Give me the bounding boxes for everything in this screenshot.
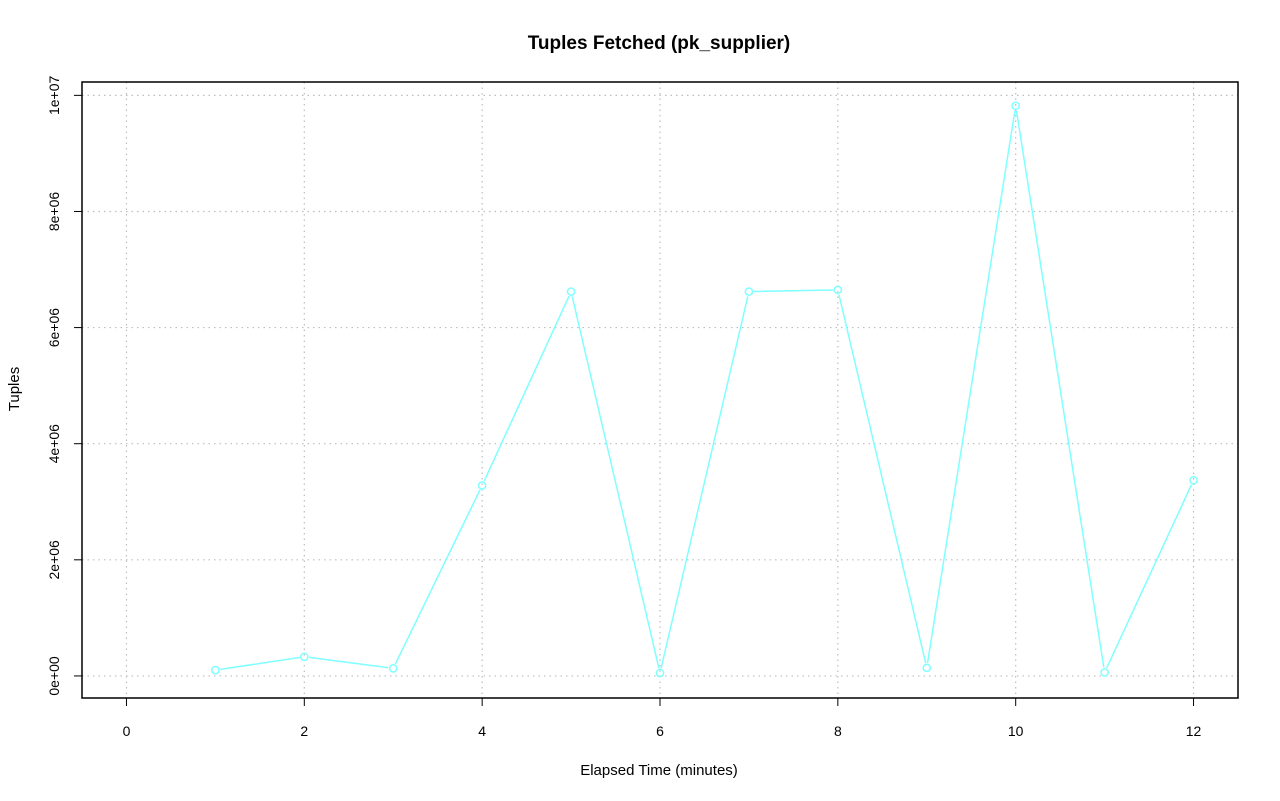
data-point — [388, 664, 398, 673]
series-line-segment — [926, 110, 1016, 663]
x-tick-label: 4 — [478, 723, 486, 739]
series-line-segment — [753, 289, 833, 293]
data-point — [1189, 475, 1198, 485]
series-line-segment — [1015, 110, 1105, 668]
data-point — [566, 287, 576, 296]
data-point — [655, 668, 665, 678]
data-point — [833, 285, 843, 295]
data-point — [1100, 668, 1109, 677]
series-line-segment — [660, 296, 749, 669]
y-axis: 0e+00 2e+06 4e+06 6e+06 8e+06 1e+07 — [46, 75, 82, 696]
series-line-segment — [309, 656, 389, 669]
data-point — [211, 665, 220, 675]
series-line-segment — [220, 656, 300, 671]
data-point — [922, 663, 932, 673]
x-tick-label: 6 — [656, 723, 664, 739]
x-axis: 0 2 4 6 8 10 12 — [123, 698, 1202, 739]
y-tick-label: 4e+06 — [46, 424, 62, 464]
series-line-segment — [394, 489, 481, 665]
data-point — [1011, 101, 1021, 111]
y-tick-label: 0e+00 — [46, 656, 62, 696]
chart-title: Tuples Fetched (pk_supplier) — [528, 33, 791, 54]
y-tick-label: 1e+07 — [46, 75, 62, 115]
data-point — [477, 481, 487, 490]
data-point — [299, 652, 309, 662]
series-line-segment — [483, 295, 570, 482]
x-axis-label: Elapsed Time (minutes) — [580, 762, 738, 779]
y-tick-label: 2e+06 — [46, 540, 62, 580]
x-tick-label: 8 — [834, 723, 842, 739]
y-tick-label: 8e+06 — [46, 192, 62, 232]
data-point — [744, 287, 754, 296]
series-line-segment — [1106, 484, 1193, 669]
grid — [82, 82, 1238, 698]
series-line-segment — [571, 296, 660, 669]
y-axis-label: Tuples — [6, 367, 23, 411]
y-tick-label: 6e+06 — [46, 308, 62, 348]
x-tick-label: 10 — [1008, 723, 1024, 739]
x-tick-label: 12 — [1186, 723, 1202, 739]
series-line-segment — [838, 294, 927, 664]
x-tick-label: 0 — [123, 723, 131, 739]
series-layer — [211, 101, 1198, 678]
x-tick-label: 2 — [300, 723, 308, 739]
